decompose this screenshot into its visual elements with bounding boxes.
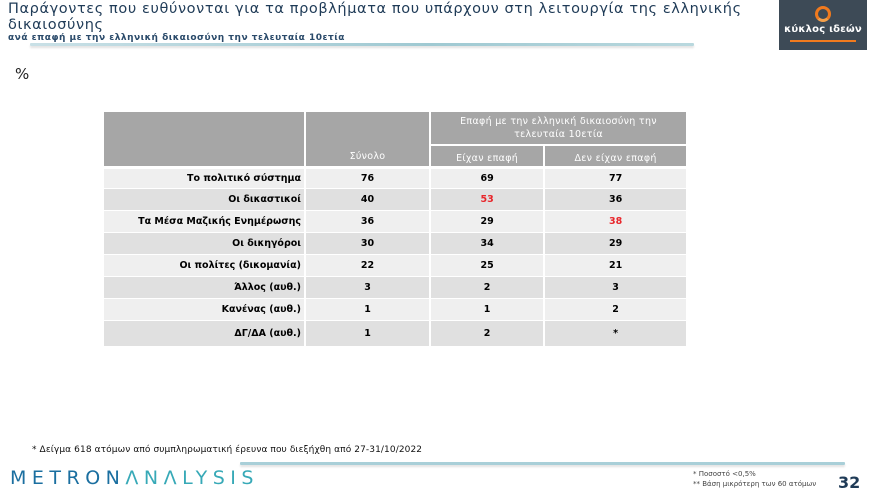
header-no-contact: Δεν είχαν επαφή — [545, 144, 686, 166]
cell-had-contact: 69 — [431, 166, 546, 188]
row-label: Τα Μέσα Μαζικής Ενημέρωσης — [104, 210, 306, 232]
page-title: Παράγοντες που ευθύνονται για τα προβλήμ… — [8, 1, 742, 33]
table-row: Οι δικηγόροι 30 34 29 — [104, 232, 686, 254]
note-small-base: ** Βάση μικρότερη των 60 ατόμων — [693, 480, 817, 488]
cell-total: 76 — [306, 166, 431, 188]
page-subtitle: ανά επαφή με την ελληνική δικαιοσύνη την… — [8, 33, 345, 43]
header-divider — [30, 43, 694, 46]
table-row: Οι πολίτες (δικομανία) 22 25 21 — [104, 254, 686, 276]
header-had-contact: Είχαν επαφή — [431, 144, 546, 166]
cell-no-contact: 38 — [545, 210, 686, 232]
logo-name: κύκλος ιδεών — [784, 24, 862, 35]
row-label: Το πολιτικό σύστημα — [104, 166, 306, 188]
header-blank-cell — [104, 112, 306, 166]
cell-had-contact: 34 — [431, 232, 546, 254]
cell-no-contact: 21 — [545, 254, 686, 276]
row-label: ΔΓ/ΔΑ (αυθ.) — [104, 320, 306, 346]
sample-footnote: * Δείγμα 618 ατόμων από συμπληρωματική έ… — [32, 445, 423, 455]
table-row: Άλλος (αυθ.) 3 2 3 — [104, 276, 686, 298]
cell-no-contact: * — [545, 320, 686, 346]
cell-had-contact: 25 — [431, 254, 546, 276]
brand-part1: METRON — [10, 467, 126, 489]
row-label: Οι δικηγόροι — [104, 232, 306, 254]
orange-ring-icon — [815, 6, 831, 22]
page-number: 32 — [838, 473, 861, 492]
table-row: Οι δικαστικοί 40 53 36 — [104, 188, 686, 210]
cell-had-contact: 2 — [431, 276, 546, 298]
cell-had-contact: 1 — [431, 298, 546, 320]
note-less-than-half-percent: * Ποσοστό <0,5% — [693, 470, 756, 478]
table-row: Το πολιτικό σύστημα 76 69 77 — [104, 166, 686, 188]
cell-had-contact: 2 — [431, 320, 546, 346]
table-row: Κανένας (αυθ.) 1 1 2 — [104, 298, 686, 320]
brand-part2: ΛNΛLYSIS — [125, 467, 259, 489]
cell-had-contact: 29 — [431, 210, 546, 232]
table-row: Τα Μέσα Μαζικής Ενημέρωσης 36 29 38 — [104, 210, 686, 232]
cell-total: 3 — [306, 276, 431, 298]
cell-no-contact: 2 — [545, 298, 686, 320]
cell-total: 40 — [306, 188, 431, 210]
row-label: Οι πολίτες (δικομανία) — [104, 254, 306, 276]
metron-analysis-logo: METRONΛNΛLYSIS — [10, 467, 259, 489]
table-row: ΔΓ/ΔΑ (αυθ.) 1 2 * — [104, 320, 686, 346]
legend-notes: * Ποσοστό <0,5% ** Βάση μικρότερη των 60… — [693, 469, 816, 489]
cell-no-contact: 77 — [545, 166, 686, 188]
row-label: Κανένας (αυθ.) — [104, 298, 306, 320]
cell-total: 1 — [306, 320, 431, 346]
kyklos-ideon-logo: κύκλος ιδεών — [779, 0, 867, 50]
row-label: Οι δικαστικοί — [104, 188, 306, 210]
header-total: Σύνολο — [306, 112, 431, 166]
cell-total: 22 — [306, 254, 431, 276]
cell-had-contact: 53 — [431, 188, 546, 210]
logo-tagline — [790, 37, 856, 42]
unit-label: % — [15, 65, 30, 83]
cell-total: 1 — [306, 298, 431, 320]
cell-total: 30 — [306, 232, 431, 254]
cell-no-contact: 29 — [545, 232, 686, 254]
cell-no-contact: 36 — [545, 188, 686, 210]
results-table: Σύνολο Επαφή με την ελληνική δικαιοσύνη … — [104, 112, 686, 346]
cell-total: 36 — [306, 210, 431, 232]
footer-divider — [240, 462, 845, 465]
row-label: Άλλος (αυθ.) — [104, 276, 306, 298]
cell-no-contact: 3 — [545, 276, 686, 298]
header-group-contact: Επαφή με την ελληνική δικαιοσύνη την τελ… — [431, 112, 686, 144]
